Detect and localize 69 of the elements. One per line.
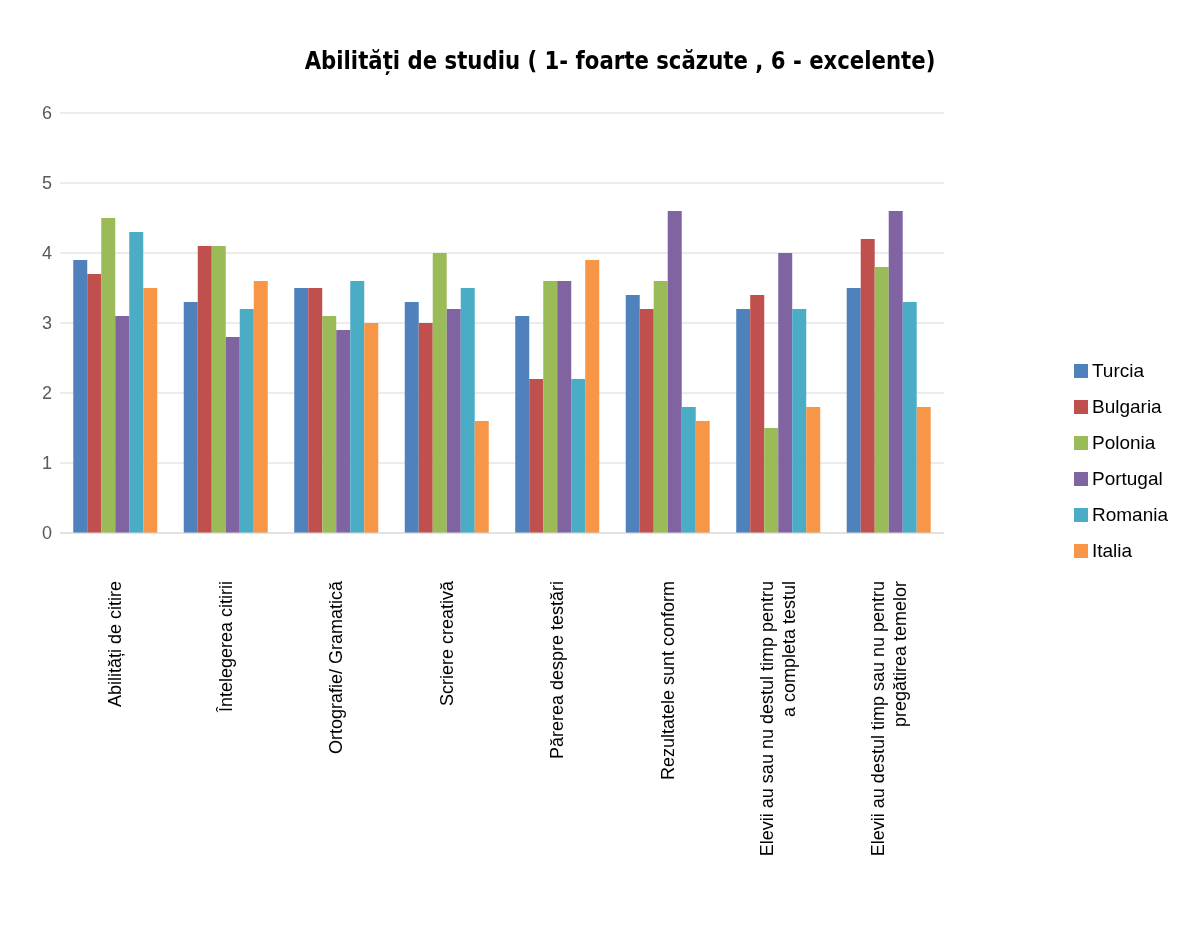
- bar: [778, 253, 793, 533]
- bar: [239, 309, 254, 533]
- y-tick-label: 3: [41, 313, 52, 334]
- legend-label: Polonia: [1091, 431, 1156, 453]
- y-tick-label: 0: [41, 523, 52, 544]
- chart-title: Abilități de studiu ( 1- foarte scăzute , 6 - excelente): [303, 46, 937, 75]
- bar: [681, 407, 696, 533]
- bar: [294, 288, 309, 533]
- bar: [364, 323, 379, 533]
- bar: [557, 281, 572, 533]
- bar: [902, 302, 917, 533]
- y-tick-label: 6: [41, 103, 52, 124]
- bar: [639, 309, 654, 533]
- bar: [143, 288, 158, 533]
- x-tick-label: Ortografie/ Gramatică: [326, 580, 347, 755]
- bar: [446, 309, 461, 533]
- bar: [418, 323, 433, 533]
- bar: [308, 288, 323, 533]
- bar: [115, 316, 130, 533]
- bar: [625, 295, 640, 533]
- bar: [874, 267, 889, 533]
- bar: [806, 407, 821, 533]
- bar: [585, 260, 600, 533]
- x-tick-label: Scriere creativă: [436, 580, 457, 707]
- x-tick-label: Abilități de citire: [105, 581, 126, 708]
- bar: [916, 407, 931, 533]
- bar: [460, 288, 475, 533]
- y-tick-label: 4: [41, 243, 52, 264]
- bar: [792, 309, 807, 533]
- bar: [695, 421, 710, 533]
- bar: [87, 274, 102, 533]
- bar: [211, 246, 226, 533]
- x-tick-label: Întelegerea citirii: [215, 581, 236, 714]
- bar: [543, 281, 558, 533]
- bar: [129, 232, 144, 533]
- bar: [322, 316, 337, 533]
- bar: [750, 295, 765, 533]
- legend-label: Romania: [1091, 503, 1168, 525]
- bar: [515, 316, 530, 533]
- y-tick-label: 2: [41, 383, 52, 404]
- legend-label: Bulgaria: [1091, 395, 1162, 417]
- x-tick-label: Rezultatele sunt conform: [657, 581, 678, 781]
- bar: [474, 421, 489, 533]
- bar: [529, 379, 544, 533]
- bar: [667, 211, 682, 533]
- bar: [253, 281, 268, 533]
- bar: [404, 302, 419, 533]
- bar: [225, 337, 240, 533]
- y-tick-label: 1: [41, 453, 52, 474]
- bar: [846, 288, 861, 533]
- bar: [764, 428, 779, 533]
- x-tick-label: Elevii au sau nu destul timp pentru a completa testul: [757, 581, 800, 857]
- bar: [336, 330, 351, 533]
- bar: [183, 302, 198, 533]
- bar: [653, 281, 668, 533]
- bar: [101, 218, 116, 533]
- bar: [888, 211, 903, 533]
- bar: [432, 253, 447, 533]
- bar: [736, 309, 751, 533]
- legend-label: Turcia: [1091, 359, 1145, 381]
- bar: [860, 239, 875, 533]
- legend-label: Italia: [1091, 539, 1133, 561]
- bar: [571, 379, 586, 533]
- bar: [197, 246, 212, 533]
- x-tick-label: Părerea despre testări: [547, 581, 568, 760]
- legend-label: Portugal: [1091, 467, 1163, 489]
- y-tick-label: 5: [41, 173, 52, 194]
- bar: [350, 281, 365, 533]
- bar: [73, 260, 88, 533]
